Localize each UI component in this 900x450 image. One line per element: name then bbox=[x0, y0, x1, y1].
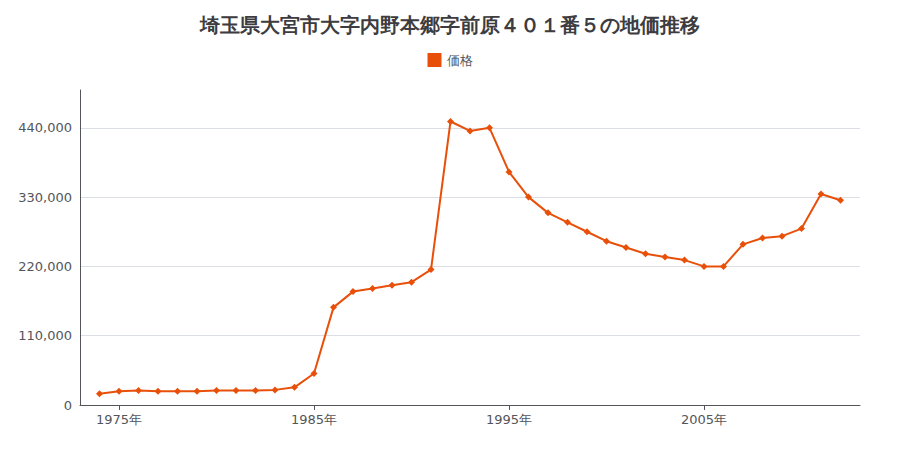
svg-text:0: 0 bbox=[64, 398, 72, 413]
svg-text:1995年: 1995年 bbox=[486, 412, 532, 427]
svg-text:330,000: 330,000 bbox=[18, 190, 72, 205]
svg-text:2005年: 2005年 bbox=[681, 412, 727, 427]
svg-text:220,000: 220,000 bbox=[18, 259, 72, 274]
svg-text:1985年: 1985年 bbox=[291, 412, 337, 427]
svg-text:価格: 価格 bbox=[447, 53, 473, 68]
svg-text:110,000: 110,000 bbox=[18, 328, 72, 343]
svg-text:埼玉県大宮市大字内野本郷字前原４０１番５の地価推移: 埼玉県大宮市大字内野本郷字前原４０１番５の地価推移 bbox=[199, 13, 700, 37]
svg-text:1975年: 1975年 bbox=[96, 412, 142, 427]
svg-text:440,000: 440,000 bbox=[18, 120, 72, 135]
